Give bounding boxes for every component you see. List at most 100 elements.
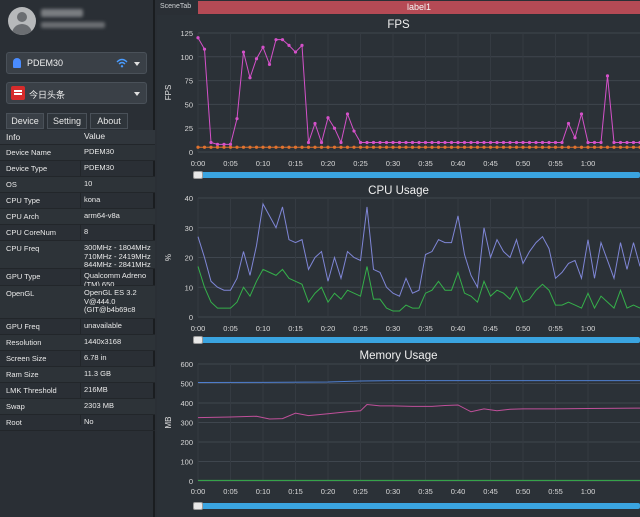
data-point: [482, 145, 486, 149]
row-value: OpenGL ES 3.2 V@444.0 (GIT@b4b69c8: [84, 288, 137, 314]
data-point: [345, 145, 350, 149]
data-point: [397, 145, 402, 149]
x-tick-label: 0:00: [191, 324, 206, 333]
x-tick-label: 0:10: [256, 324, 271, 333]
data-point: [566, 145, 571, 149]
data-point: [599, 145, 603, 149]
y-tick-label: 300: [180, 419, 193, 428]
row-value: 1440x3168: [84, 337, 122, 346]
y-tick-label: 20: [185, 254, 193, 263]
fps-scroll-handle[interactable]: [193, 171, 203, 179]
table-row: Swap 2303 MB: [0, 399, 155, 415]
x-tick-label: 0:30: [386, 324, 401, 333]
data-point: [358, 140, 363, 145]
wifi-icon: [116, 58, 128, 68]
data-point: [527, 140, 532, 145]
y-tick-label: 0: [189, 313, 193, 322]
table-row: GPU Type Qualcomm Adreno (TM) 650: [0, 269, 155, 288]
data-point: [540, 145, 545, 149]
x-tick-label: 0:40: [451, 324, 466, 333]
table-row: LMK Threshold 216MB: [0, 383, 155, 399]
data-point: [248, 76, 252, 80]
data-point: [495, 140, 499, 145]
scene-tabbar: SceneTab label1: [157, 0, 640, 15]
data-point: [404, 145, 408, 149]
scene-header-label: label1: [198, 1, 640, 14]
x-tick-label: 0:00: [191, 159, 206, 168]
data-point: [241, 50, 246, 54]
app-select-value: 今日头条: [29, 90, 66, 100]
data-point: [215, 142, 220, 146]
x-tick-label: 0:55: [548, 159, 563, 168]
data-point: [423, 145, 428, 149]
table-row: Resolution 1440x3168: [0, 335, 155, 351]
tab-setting[interactable]: Setting: [47, 113, 87, 129]
x-tick-label: 0:20: [321, 324, 336, 333]
memory-scroll-handle[interactable]: [193, 502, 203, 510]
data-point: [488, 145, 493, 149]
row-key: GPU Type: [6, 272, 41, 281]
data-point: [592, 140, 597, 145]
data-point: [384, 140, 389, 145]
x-tick-label: 0:50: [516, 159, 531, 168]
data-point: [254, 57, 259, 61]
data-point: [521, 140, 525, 145]
data-point: [293, 145, 298, 149]
x-tick-label: 0:35: [418, 324, 433, 333]
row-key: CPU Freq: [6, 244, 40, 253]
row-value: 2303 MB: [84, 401, 115, 410]
data-point: [501, 140, 506, 145]
table-row: CPU Freq 300MHz - 1804MHz 710MHz - 2419MH…: [0, 241, 155, 269]
row-value: 6.78 in: [84, 353, 107, 362]
android-icon: [13, 58, 21, 68]
data-point: [631, 145, 636, 149]
data-point: [579, 145, 584, 149]
app-select[interactable]: 今日头条: [6, 82, 147, 104]
x-tick-label: 0:45: [483, 324, 498, 333]
data-point: [443, 145, 447, 149]
data-point: [326, 116, 330, 120]
charts-panel: FPS 0 25 50 75 100 125 0:00 0:05 0:10 0:15 0:20 0:2…: [157, 15, 640, 517]
avatar-icon[interactable]: [8, 7, 36, 35]
fps-plot: 0 25 50 75 100 125 0:00 0:05 0:10 0:15 0:20 0:25 0:3…: [164, 29, 640, 168]
userid-redacted: [41, 22, 105, 28]
tab-about[interactable]: About: [90, 113, 128, 129]
data-point: [540, 140, 545, 145]
data-point: [449, 145, 454, 149]
data-point: [209, 145, 213, 149]
x-tick-label: 0:15: [288, 159, 303, 168]
data-point: [566, 121, 571, 126]
y-tick-label: 0: [189, 477, 193, 486]
y-tick-label: 40: [185, 194, 193, 203]
cpu-scrollbar[interactable]: [194, 337, 640, 343]
data-point: [469, 140, 473, 145]
scene-tab[interactable]: SceneTab: [160, 3, 192, 10]
data-point: [241, 145, 246, 149]
sidebar: PDEM30 今日头条 Device Setting About Info Va…: [0, 0, 155, 517]
series-line: [197, 380, 640, 384]
data-point: [514, 145, 519, 149]
cpu-scroll-handle[interactable]: [193, 336, 203, 344]
fps-scrollbar[interactable]: [194, 172, 640, 178]
data-point: [319, 140, 324, 145]
data-point: [560, 145, 564, 149]
data-point: [612, 145, 616, 149]
y-tick-label: 100: [180, 53, 193, 62]
table-row: CPU Type kona: [0, 193, 155, 209]
x-tick-label: 0:15: [288, 324, 303, 333]
y-tick-label: 500: [180, 380, 193, 389]
data-point: [605, 145, 610, 149]
data-point: [599, 140, 603, 145]
y-tick-label: 100: [180, 458, 193, 467]
data-point: [488, 140, 493, 145]
device-select[interactable]: PDEM30: [6, 52, 147, 74]
data-point: [378, 145, 382, 149]
row-value: 8: [84, 227, 89, 236]
row-key: Root: [6, 418, 22, 427]
data-point: [508, 145, 512, 149]
data-point: [222, 142, 226, 146]
data-point: [436, 140, 441, 145]
memory-scrollbar[interactable]: [194, 503, 640, 509]
tab-device[interactable]: Device: [6, 113, 44, 129]
data-point: [410, 145, 415, 149]
